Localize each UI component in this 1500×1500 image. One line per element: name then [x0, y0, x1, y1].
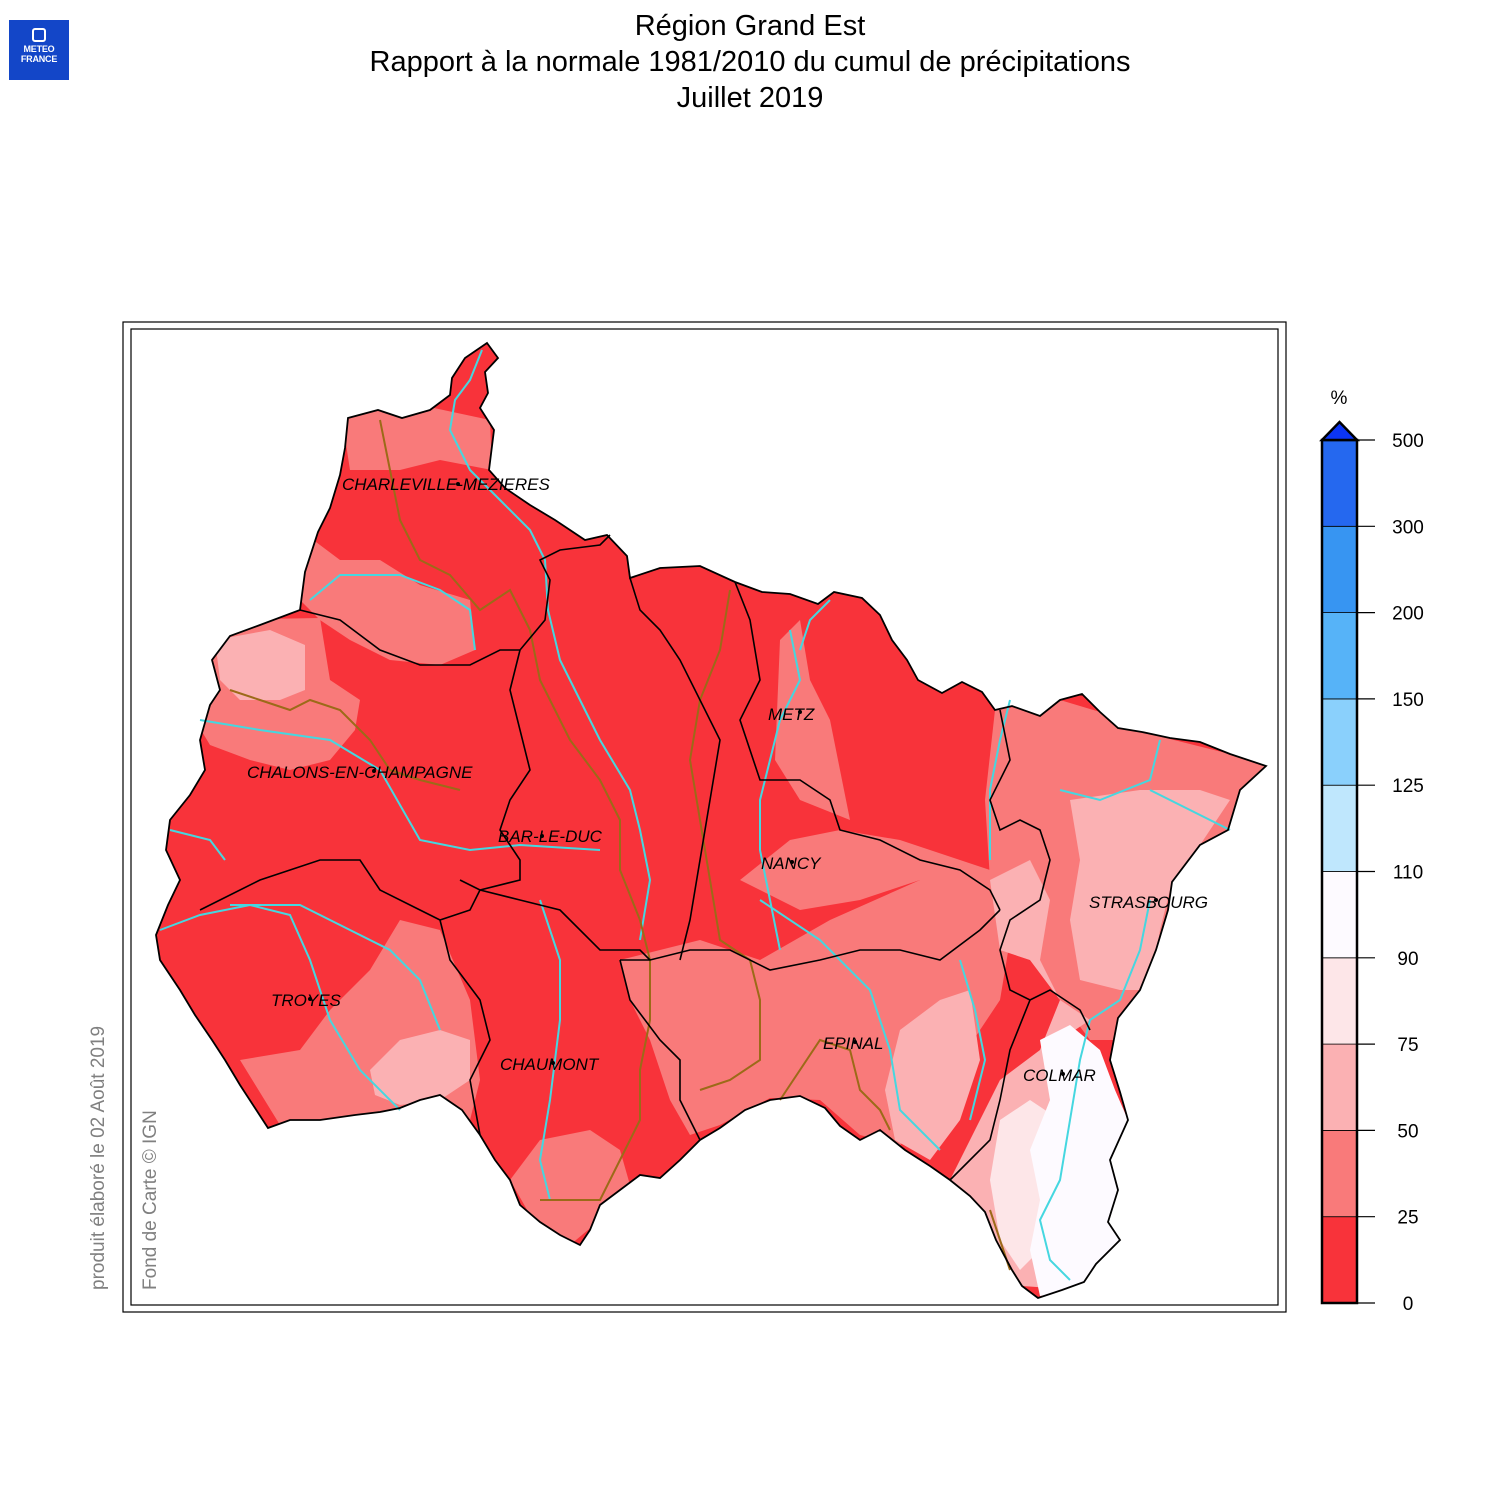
legend-band-150-200 [1321, 612, 1358, 700]
ratio-zone-50-75-strasbourg [1070, 790, 1230, 990]
river-marne [199, 719, 601, 852]
river-moselle-upper [759, 899, 941, 1151]
legend-tick-label-150: 150 [1392, 690, 1424, 711]
map-frame-inner [130, 328, 1279, 1306]
river-sarre-branch [799, 599, 831, 651]
river-seine [159, 903, 401, 1111]
basemap-credit-note: Fond de Carte © IGN [140, 1110, 161, 1290]
ratio-zone-25-50-ardennes-north [340, 405, 492, 470]
city-marker-troyes [308, 997, 312, 1001]
title-description: Rapport à la normale 1981/2010 du cumul … [369, 46, 1131, 78]
precipitation-ratio-layer [156, 343, 1266, 1298]
river-meuse [448, 349, 652, 941]
legend-tick-label-75: 75 [1397, 1035, 1418, 1056]
legend-tick-label-110: 110 [1393, 863, 1423, 884]
border-moselle-bas-rhin [989, 709, 1091, 1031]
meteo-france-logo: METEO FRANCE [9, 20, 69, 80]
city-label-bar-le-duc: BAR-LE-DUC [498, 827, 603, 846]
ratio-zone-25-50-metz-west [775, 620, 850, 820]
department-borders-layer [199, 534, 1091, 1181]
legend-tick-label-50: 50 [1397, 1121, 1418, 1142]
legend-tick-label-25: 25 [1397, 1208, 1418, 1229]
legend-tick-label-500: 500 [1392, 431, 1424, 452]
legend-tick-label-0: 0 [1403, 1294, 1414, 1315]
legend-tick-label-200: 200 [1392, 604, 1424, 625]
border-meuse-meurthe [629, 577, 721, 961]
ratio-zone-25-50-ardennes-south [300, 530, 475, 665]
canal-aisne-marne [229, 689, 461, 791]
river-sarre [989, 699, 1011, 860]
border-marne-aube [199, 859, 481, 921]
legend-tick-label-300: 300 [1392, 517, 1424, 538]
legend-band-75-90 [1321, 957, 1358, 1045]
city-marker-bar-le-duc [540, 834, 544, 838]
legend-band-50-75 [1321, 1043, 1358, 1131]
river-aisne [309, 574, 476, 651]
map-titles: Région Grand Est Rapport à la normale 19… [0, 8, 1500, 116]
legend-band-110-125 [1321, 784, 1358, 872]
city-label-strasbourg: STRASBOURG [1089, 893, 1208, 912]
river-aube [230, 904, 441, 1031]
city-marker-strasbourg [1154, 898, 1158, 902]
legend-bands [1319, 420, 1360, 1305]
legend-unit: % [1331, 388, 1348, 409]
legend-overflow-arrow [1319, 420, 1360, 442]
logo-text-line2: FRANCE [20, 54, 58, 64]
legend-band-25-50 [1321, 1130, 1358, 1218]
legend-band-125-150 [1321, 698, 1358, 786]
city-label-colmar: COLMAR [1023, 1066, 1096, 1085]
river-ill [1038, 899, 1151, 1281]
city-label-epinal: EPINAL [823, 1034, 883, 1053]
title-region: Région Grand Est [634, 10, 866, 42]
title-period: Juillet 2019 [676, 82, 824, 114]
city-label-chalons-en-champagne: CHALONS-EN-CHAMPAGNE [247, 763, 473, 782]
border-marne-haute-marne [479, 889, 651, 961]
logo-mark-icon [32, 28, 46, 42]
legend-band-90-110 [1321, 871, 1358, 959]
river-vesle [169, 829, 226, 861]
border-moselle-meurthe [734, 581, 1001, 911]
ratio-zone-50-75-aube-south [370, 1030, 470, 1105]
border-vosges-haut-rhin [949, 999, 1031, 1181]
legend: % 0 25 50 75 90 110 125 150 200 300 500 [1319, 388, 1424, 1315]
canal-meuse [379, 419, 651, 1201]
city-label-chaumont: CHAUMONT [500, 1055, 600, 1074]
legend-tick-label-125: 125 [1392, 776, 1424, 797]
border-marne-meuse [459, 649, 531, 891]
rivers-layer [159, 349, 1231, 1281]
city-marker-colmar [1061, 1072, 1065, 1076]
legend-band-0-25 [1321, 1216, 1358, 1304]
city-marker-chalons [372, 769, 376, 773]
legend-band-300-500 [1321, 439, 1358, 527]
legend-ticks: 0 25 50 75 90 110 125 150 200 300 500 [1357, 431, 1424, 1315]
river-moder [1059, 739, 1231, 831]
river-meurthe [959, 959, 987, 1121]
logo-text-line1: METEO [23, 44, 55, 54]
map-frame-outer [122, 321, 1287, 1313]
canals-layer [229, 419, 1011, 1271]
city-label-charleville-mezieres: CHARLEVILLE-MEZIERES [342, 475, 550, 494]
city-marker-nancy [790, 860, 794, 864]
legend-tick-label-90: 90 [1397, 949, 1418, 970]
river-marne-upper [538, 899, 561, 1201]
border-aube-haute-marne [439, 919, 491, 1136]
city-marker-chaumont [551, 1061, 555, 1065]
canal-moselle [688, 589, 761, 1091]
ratio-zone-90-110-colmar [1030, 1025, 1128, 1296]
border-haute-marne-vosges [619, 959, 701, 1141]
legend-band-200-300 [1321, 525, 1358, 613]
city-label-metz: METZ [768, 705, 815, 724]
city-marker-metz [798, 710, 802, 714]
border-meurthe-vosges [620, 909, 1001, 971]
city-marker-charleville [456, 482, 460, 486]
city-marker-epinal [853, 1040, 857, 1044]
ratio-zone-25-50-nancy-east [740, 830, 1000, 910]
production-date-note: produit élaboré le 02 Août 2019 [88, 1025, 109, 1290]
city-labels: CHARLEVILLE-MEZIERES METZ CHALONS-EN-CHA… [247, 475, 1208, 1085]
city-label-nancy: NANCY [761, 854, 822, 873]
canal-est [779, 1038, 891, 1131]
ratio-zone-50-75-marne-northwest [215, 630, 305, 700]
city-label-troyes: TROYES [271, 991, 342, 1010]
